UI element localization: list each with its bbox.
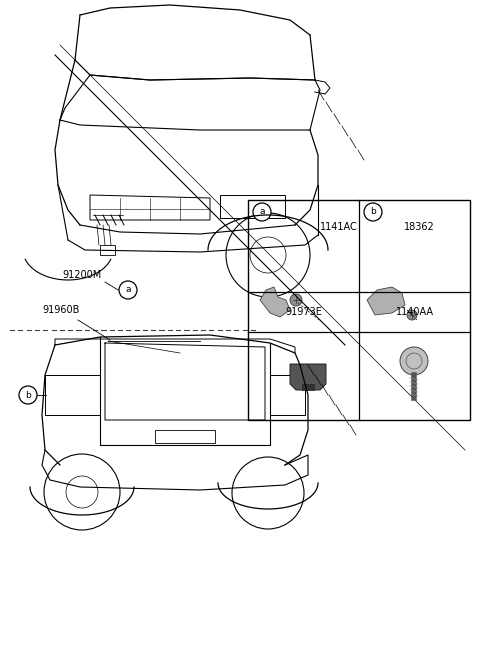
Text: 18362: 18362	[404, 222, 434, 232]
Text: b: b	[370, 207, 376, 216]
Polygon shape	[302, 384, 314, 390]
Circle shape	[253, 203, 271, 221]
Circle shape	[364, 203, 382, 221]
Text: 91960B: 91960B	[42, 305, 79, 315]
Polygon shape	[260, 287, 290, 317]
Text: b: b	[25, 390, 31, 400]
Text: 1141AC: 1141AC	[320, 222, 358, 232]
Polygon shape	[290, 364, 326, 390]
Text: 91973E: 91973E	[286, 307, 323, 318]
Text: 91200M: 91200M	[62, 270, 101, 280]
Text: a: a	[125, 285, 131, 295]
Circle shape	[19, 386, 37, 404]
Circle shape	[400, 347, 428, 375]
Circle shape	[290, 294, 302, 306]
Text: 1140AA: 1140AA	[396, 307, 434, 318]
Circle shape	[119, 281, 137, 299]
Polygon shape	[367, 287, 405, 315]
Circle shape	[407, 310, 417, 320]
Text: a: a	[259, 207, 265, 216]
